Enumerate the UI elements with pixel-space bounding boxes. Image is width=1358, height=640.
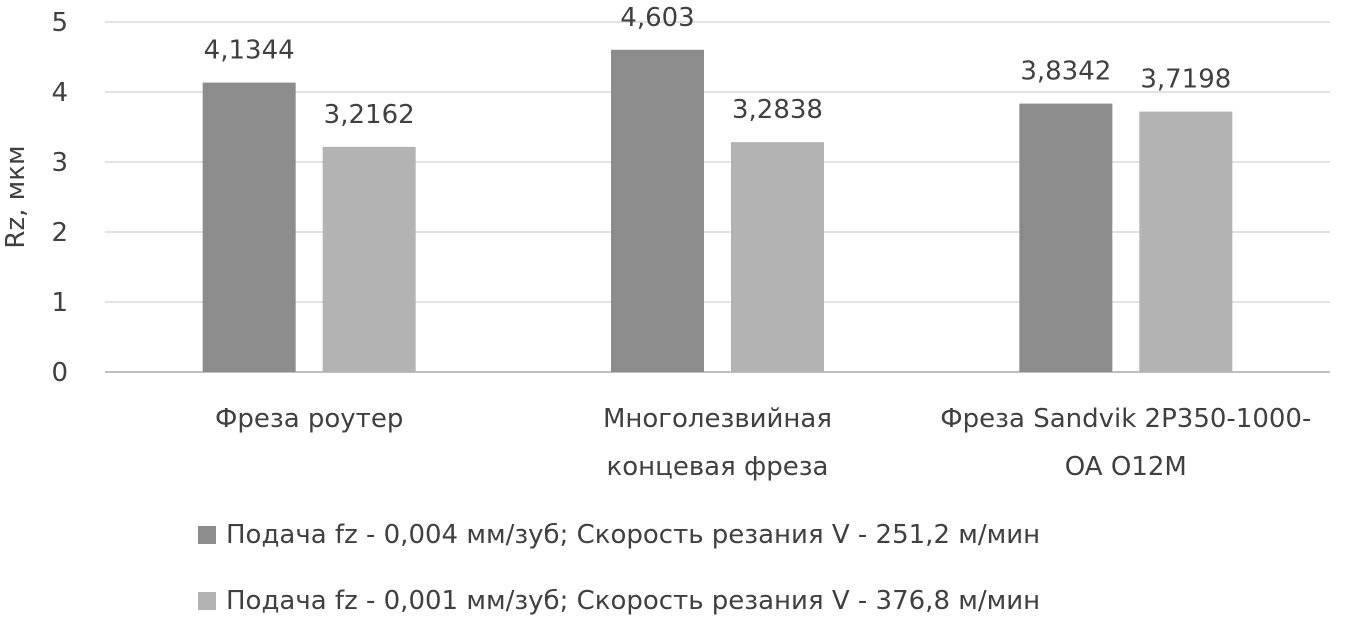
- legend-item-series-1: Подача fz - 0,004 мм/зуб; Скорость резан…: [198, 520, 1298, 550]
- data-label: 4,603: [620, 3, 694, 33]
- category-label: Многолезвийная: [603, 404, 832, 434]
- data-label: 3,7198: [1140, 65, 1231, 95]
- legend-swatch-series-2: [198, 592, 216, 610]
- y-tick-label: 0: [51, 358, 68, 388]
- bar: [202, 82, 296, 372]
- bar: [611, 49, 704, 372]
- y-tick-label: 4: [51, 78, 68, 108]
- legend-swatch-series-1: [198, 526, 216, 544]
- legend-item-series-2: Подача fz - 0,001 мм/зуб; Скорость резан…: [198, 586, 1298, 616]
- y-tick-label: 2: [51, 218, 68, 248]
- y-tick-label: 1: [51, 288, 68, 318]
- data-label: 3,8342: [1020, 57, 1111, 87]
- category-label: концевая фреза: [607, 452, 829, 482]
- bar: [1019, 103, 1113, 372]
- y-tick-label: 3: [51, 148, 68, 178]
- legend-label-series-2: Подача fz - 0,001 мм/зуб; Скорость резан…: [226, 586, 1041, 616]
- data-label: 3,2838: [732, 95, 823, 125]
- category-label: Фреза роутер: [215, 404, 403, 434]
- category-label: Фреза Sandvik 2P350-1000-: [940, 404, 1311, 434]
- data-label: 3,2162: [324, 100, 415, 130]
- bar: [731, 142, 824, 372]
- y-tick-label: 5: [51, 8, 68, 38]
- category-label: OA O12M: [1065, 452, 1187, 482]
- legend-label-series-1: Подача fz - 0,004 мм/зуб; Скорость резан…: [226, 520, 1041, 550]
- bar: [1139, 111, 1233, 372]
- y-axis-title: Rz, мкм: [1, 145, 31, 248]
- data-label: 4,1344: [204, 36, 295, 66]
- bar: [322, 146, 416, 372]
- bar-chart: 0 1 2 3 4 5 Rz, мкм 4,1344 3,2162 Фреза роутер 4,6…: [1, 3, 1330, 482]
